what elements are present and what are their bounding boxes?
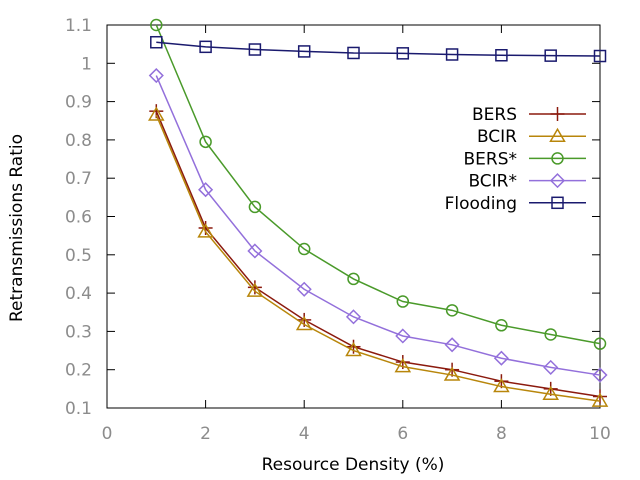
series-line-bers bbox=[155, 110, 601, 398]
y-axis-title: Retransmissions Ratio bbox=[7, 134, 27, 322]
legend-entry-flooding: Flooding bbox=[445, 194, 586, 214]
legend-entry-bcir-star: BCIR* bbox=[468, 172, 586, 192]
y-tick-label: 1.1 bbox=[65, 16, 92, 36]
series-bcir-star bbox=[148, 67, 608, 383]
data-point-flooding bbox=[199, 40, 212, 54]
data-point-bcir bbox=[345, 342, 362, 357]
y-tick-label: 0.9 bbox=[65, 93, 92, 113]
legend-entry-bers-star: BERS* bbox=[463, 149, 586, 169]
data-point-flooding bbox=[347, 46, 360, 60]
data-point-bcir bbox=[394, 358, 412, 373]
series-line-bcir-star bbox=[155, 75, 601, 376]
data-point-bers-star bbox=[593, 337, 607, 350]
data-point-bcir bbox=[542, 385, 560, 400]
data-point-flooding bbox=[445, 48, 459, 61]
legend-label: BERS bbox=[472, 105, 517, 125]
data-point-bers-star bbox=[297, 242, 311, 256]
data-point-bcir bbox=[591, 392, 609, 407]
legend-entry-bcir: BCIR bbox=[477, 127, 586, 147]
x-tick-label: 10 bbox=[589, 424, 611, 444]
data-point-flooding bbox=[150, 35, 163, 49]
data-point-bcir bbox=[443, 366, 461, 381]
y-tick-label: 0.3 bbox=[65, 322, 92, 342]
x-tick-label: 6 bbox=[397, 424, 408, 444]
y-tick-label: 0.7 bbox=[65, 169, 92, 189]
chart-axes: 0 2 4 6 8 10 0.1 0.2 0.3 0.4 0.5 0.6 0.7 0.8 0.9 1 1.1 bbox=[65, 16, 611, 444]
legend-label: BERS* bbox=[463, 149, 517, 169]
x-tick-label: 8 bbox=[496, 424, 507, 444]
y-tick-label: 1 bbox=[81, 54, 92, 74]
data-point-flooding bbox=[248, 43, 262, 56]
data-point-bers-star bbox=[544, 328, 557, 341]
y-tick-label: 0.2 bbox=[65, 361, 92, 381]
data-point-bers-star bbox=[347, 272, 360, 286]
legend-label: Flooding bbox=[445, 194, 517, 214]
x-axis-title: Resource Density (%) bbox=[262, 455, 445, 475]
data-point-bcir bbox=[246, 282, 264, 297]
series-layer bbox=[147, 18, 609, 407]
data-point-bcir-star bbox=[345, 309, 362, 325]
data-point-bcir-star bbox=[543, 359, 559, 375]
data-point-bcir bbox=[493, 378, 510, 393]
data-point-bcir-star bbox=[444, 337, 460, 353]
y-tick-label: 0.6 bbox=[65, 208, 92, 228]
data-point-bers-star bbox=[150, 18, 163, 32]
legend-marker bbox=[549, 127, 566, 142]
data-point-bers-star bbox=[396, 295, 410, 308]
legend-marker bbox=[551, 152, 564, 165]
data-point-flooding bbox=[297, 45, 311, 58]
data-point-bcir-star bbox=[148, 67, 164, 84]
legend-marker bbox=[551, 196, 564, 210]
data-point-flooding bbox=[544, 49, 557, 62]
legend-marker bbox=[550, 107, 565, 121]
series-bers bbox=[149, 104, 607, 404]
y-tick-label: 0.8 bbox=[65, 131, 92, 151]
data-point-bcir-star bbox=[395, 328, 411, 344]
series-line-flooding bbox=[156, 41, 601, 57]
data-point-bcir-star bbox=[247, 243, 263, 259]
series-bers-star bbox=[150, 18, 607, 350]
series-flooding bbox=[150, 35, 607, 63]
x-tick-label: 2 bbox=[200, 424, 211, 444]
y-tick-label: 0.1 bbox=[65, 399, 92, 419]
data-point-bcir bbox=[197, 223, 214, 238]
series-bcir bbox=[147, 106, 609, 407]
data-point-bers-star bbox=[248, 200, 262, 214]
data-point-bers-star bbox=[495, 319, 508, 332]
data-point-bers bbox=[346, 339, 361, 354]
legend-label: BCIR bbox=[477, 127, 517, 147]
legend-label: BCIR* bbox=[468, 172, 517, 192]
legend-marker bbox=[549, 173, 566, 189]
legend-entry-bers: BERS bbox=[472, 105, 586, 125]
x-tick-label: 0 bbox=[102, 424, 113, 444]
data-point-flooding bbox=[495, 49, 508, 62]
data-point-bcir bbox=[295, 316, 313, 331]
series-line-bcir bbox=[155, 114, 601, 402]
x-tick-label: 4 bbox=[299, 424, 310, 444]
data-point-bcir-star bbox=[592, 367, 608, 383]
data-point-bcir-star bbox=[198, 182, 214, 198]
y-tick-label: 0.4 bbox=[65, 284, 92, 304]
data-point-flooding bbox=[396, 47, 410, 60]
data-point-bcir bbox=[147, 106, 165, 121]
y-tick-label: 0.5 bbox=[65, 246, 92, 266]
series-line-bers-star bbox=[155, 24, 601, 345]
data-point-bcir-star bbox=[296, 281, 312, 297]
data-point-bers-star bbox=[445, 304, 459, 317]
data-point-bers bbox=[593, 389, 607, 404]
data-point-flooding bbox=[593, 49, 607, 63]
data-point-bcir-star bbox=[493, 350, 509, 366]
data-point-bers-star bbox=[199, 135, 212, 149]
